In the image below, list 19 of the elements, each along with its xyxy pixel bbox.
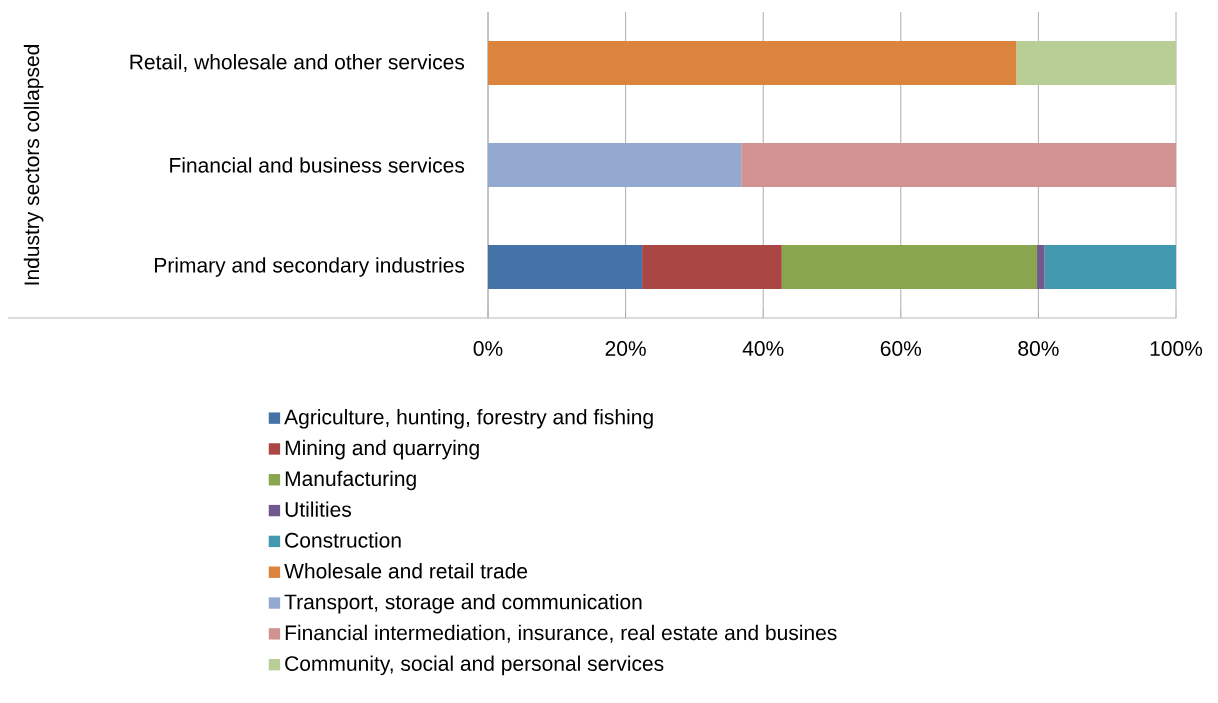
legend-label: Agriculture, hunting, forestry and fishing <box>284 409 653 429</box>
x-tick-label: 20% <box>605 341 646 356</box>
legend-label: Financial intermediation, insurance, real estate and busines <box>285 624 837 643</box>
legend-label: Utilities <box>285 501 352 517</box>
legend-label: Manufacturing <box>285 470 416 491</box>
y-tick-label: Primary and secondary industries <box>155 257 465 277</box>
y-tick-label: Retail, wholesale and other services <box>130 54 465 72</box>
legend-label: Wholesale and retail trade <box>284 563 528 579</box>
legend-label: Community, social and personal services <box>285 655 664 676</box>
x-tick-label: 0% <box>473 341 503 356</box>
x-tick-label: 40% <box>742 341 784 356</box>
y-axis-title: Industry sectors collapsed <box>23 45 44 285</box>
x-tick-label: 80% <box>1018 341 1059 356</box>
legend-label: Transport, storage and communication <box>284 593 642 614</box>
y-tick-label: Financial and business services <box>170 157 465 173</box>
x-tick-label: 100% <box>1150 341 1203 356</box>
legend-label: Mining and quarrying <box>285 439 479 460</box>
legend-label: Construction <box>285 532 401 548</box>
x-tick-label: 60% <box>880 341 922 356</box>
